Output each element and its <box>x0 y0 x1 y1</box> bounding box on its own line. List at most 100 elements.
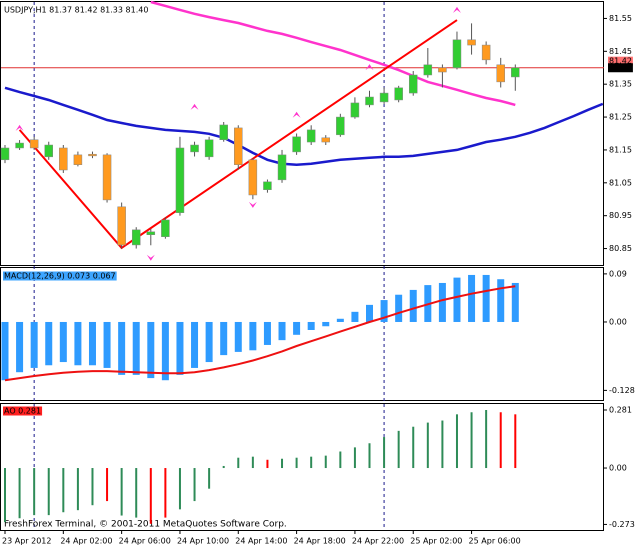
histogram-bar <box>438 282 446 322</box>
histogram-bar <box>351 311 359 322</box>
candle-body <box>161 219 170 237</box>
histogram-bar <box>1 321 9 381</box>
x-tick-label: 25 Apr 02:00 <box>410 537 462 546</box>
candle-body <box>88 153 97 157</box>
histogram-bar <box>74 321 82 366</box>
y-tick-label: 0.00 <box>609 317 627 326</box>
candle-body <box>0 147 10 161</box>
candle-body <box>423 64 433 76</box>
candle-body <box>204 139 214 158</box>
fractal-arrow <box>146 254 155 261</box>
candle-body <box>44 144 53 158</box>
histogram-bar <box>176 321 184 375</box>
candle-body <box>117 206 126 246</box>
histogram-bar <box>220 321 228 356</box>
candle-body <box>15 142 24 149</box>
candle-body <box>292 136 301 153</box>
y-tick-label: 81.15 <box>609 145 632 154</box>
histogram-bar <box>482 274 490 322</box>
candle-body <box>234 127 243 165</box>
fractal-arrow <box>15 124 24 131</box>
candle-body <box>496 64 505 83</box>
candle-body <box>467 39 476 46</box>
histogram-bar <box>497 279 505 322</box>
candle-body <box>379 92 389 103</box>
histogram-bar <box>16 321 24 373</box>
x-tick-label: 23 Apr 2012 <box>2 537 51 546</box>
ask-tag-bg <box>608 56 633 66</box>
indicator-label: AO 0.281 <box>4 407 41 416</box>
y-tick-label: -0.128 <box>609 386 635 395</box>
histogram-bar <box>395 294 403 322</box>
y-tick-label: -0.273 <box>609 520 635 529</box>
candle-body <box>277 154 287 181</box>
candle-body <box>438 67 447 73</box>
histogram-bar <box>453 277 461 322</box>
histogram-bar <box>307 321 315 330</box>
candle-body <box>365 96 374 106</box>
macd-panel <box>0 267 604 401</box>
y-tick-label: 81.25 <box>609 113 632 122</box>
indicator-label-bg <box>3 271 117 281</box>
histogram-bar <box>30 321 38 368</box>
ask-tag: 81.42 <box>609 57 632 66</box>
candle-body <box>408 74 418 94</box>
candle-body <box>190 144 199 153</box>
histogram-bar <box>293 321 301 335</box>
y-tick-label: 81.45 <box>609 47 632 56</box>
x-tick-label: 24 Apr 18:00 <box>294 537 346 546</box>
moving-average <box>4 86 604 166</box>
histogram-bar <box>132 321 140 375</box>
histogram-bar <box>88 321 96 366</box>
candle-body <box>350 102 360 118</box>
x-tick-label: 24 Apr 14:00 <box>235 537 287 546</box>
histogram-bar <box>468 274 476 322</box>
histogram-bar <box>103 321 111 368</box>
histogram-bar <box>161 321 169 381</box>
candle-body <box>219 124 228 140</box>
candle-body <box>29 139 39 149</box>
histogram-bar <box>278 321 286 341</box>
y-tick-label: 81.35 <box>609 80 632 89</box>
histogram-bar <box>322 321 330 327</box>
histogram-bar <box>59 321 67 363</box>
bid-tag-bg <box>608 63 633 73</box>
candle-body <box>73 154 83 165</box>
y-tick-label: 80.95 <box>609 211 632 220</box>
candle-body <box>481 44 491 61</box>
histogram-bar <box>45 321 53 366</box>
candle-body <box>146 231 156 236</box>
y-tick-label: 0.00 <box>609 464 627 473</box>
histogram-bar <box>409 289 417 322</box>
moving-average <box>150 0 516 107</box>
candle-body <box>321 137 331 143</box>
fractal-arrow <box>190 103 199 110</box>
fractal-arrow <box>452 6 461 13</box>
candle-body <box>248 159 258 196</box>
y-tick-label: 81.55 <box>609 14 632 23</box>
candle-body <box>175 147 185 213</box>
price-panel <box>0 1 604 266</box>
fractal-arrow <box>292 111 301 118</box>
fractal-arrow <box>248 201 257 208</box>
x-tick-label: 24 Apr 02:00 <box>60 537 112 546</box>
x-tick-label: 24 Apr 22:00 <box>352 537 404 546</box>
bid-tag: 81.40 <box>609 63 632 72</box>
y-tick-label: 81.05 <box>609 178 632 187</box>
candle-body <box>394 87 403 101</box>
histogram-bar <box>336 318 344 322</box>
histogram-bar <box>263 321 271 345</box>
histogram-bar <box>191 321 199 368</box>
histogram-bar <box>147 321 155 379</box>
candle-body <box>306 129 316 143</box>
footer: FreshForex Terminal, © 2001-2011 MetaQuo… <box>4 520 287 530</box>
candle-body <box>336 116 345 136</box>
candle-body <box>511 67 520 78</box>
chart-title: USDJPY,H1 81.37 81.42 81.33 81.40 <box>4 6 148 15</box>
y-tick-label: 0.281 <box>609 405 632 414</box>
histogram-bar <box>380 300 388 322</box>
x-tick-label: 25 Apr 06:00 <box>469 537 521 546</box>
candle-body <box>263 181 272 190</box>
histogram-bar <box>511 282 519 322</box>
